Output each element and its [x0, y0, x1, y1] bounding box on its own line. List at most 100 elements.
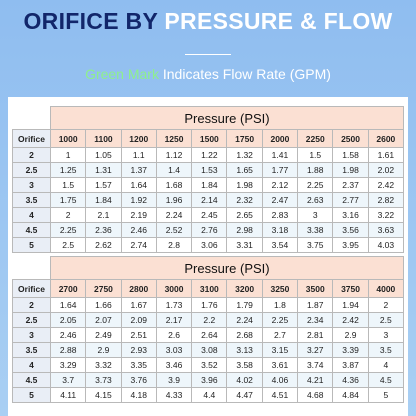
blank-cell: [12, 256, 51, 280]
pressure-header: 1250: [155, 129, 193, 148]
flow-rate: 2: [49, 207, 87, 223]
orifice-size: 3.5: [12, 192, 51, 208]
flow-rate: 2.8: [155, 237, 193, 253]
flow-rate: 4.03: [367, 237, 405, 253]
column-header-row: Orifice 2700 2750 2800 3000 3100 3200 3250 3500 3…: [12, 279, 405, 298]
flow-rate: 2.64: [191, 327, 228, 343]
data-row: 3 2.46 2.49 2.51 2.6 2.64 2.68 2.7 2.81 2.9 3: [12, 327, 405, 343]
caption-row: Pressure (PSI): [12, 256, 404, 280]
flow-rate: 1.79: [226, 297, 263, 313]
flow-rate: 2.47: [261, 192, 299, 208]
flow-rate: 3.52: [191, 357, 228, 373]
flow-rate: 1.84: [85, 192, 122, 208]
flow-rate: 2.88: [49, 342, 87, 358]
pressure-header: 2600: [367, 129, 405, 148]
flow-rate: 2.37: [332, 177, 369, 193]
flow-rate: 3.56: [332, 222, 369, 238]
flow-rate: 4.06: [261, 372, 299, 388]
flow-rate: 1.88: [297, 162, 334, 178]
pressure-header: 3200: [226, 279, 263, 298]
flow-rate: 3.06: [191, 237, 228, 253]
flow-rate: 3.75: [297, 237, 334, 253]
flow-rate: 3.63: [367, 222, 405, 238]
flow-rate: 1.92: [120, 192, 157, 208]
flow-rate: 1.4: [155, 162, 193, 178]
flow-rate: 3.16: [332, 207, 369, 223]
flow-rate: 3.39: [332, 342, 369, 358]
flow-rate: 3.46: [155, 357, 193, 373]
flow-rate: 2.52: [155, 222, 193, 238]
flow-rate: 2.09: [120, 312, 157, 328]
flow-rate: 1.53: [191, 162, 228, 178]
flow-rate: 1.22: [191, 147, 228, 163]
flow-rate: 2.24: [155, 207, 193, 223]
flow-rate: 3.5: [367, 342, 405, 358]
flow-rate: 1.66: [85, 297, 122, 313]
flow-rate: 2.81: [297, 327, 334, 343]
flow-rate: 2.12: [261, 177, 299, 193]
flow-rate: 1.57: [85, 177, 122, 193]
flow-rate: 2.25: [261, 312, 299, 328]
pressure-header: 1000: [49, 129, 87, 148]
flow-rate: 4: [367, 357, 405, 373]
flow-rate: 1: [49, 147, 87, 163]
flow-rate: 3.9: [155, 372, 193, 388]
flow-rate: 2.24: [226, 312, 263, 328]
flow-rate: 4.18: [120, 387, 157, 403]
flow-rate: 3.27: [297, 342, 334, 358]
flow-rate: 2.1: [85, 207, 122, 223]
flow-rate: 3.32: [85, 357, 122, 373]
flow-rate: 2.6: [155, 327, 193, 343]
flow-rate: 3.73: [85, 372, 122, 388]
flow-rate: 1.67: [120, 297, 157, 313]
flow-rate: 1.64: [49, 297, 87, 313]
flow-rate: 3.29: [49, 357, 87, 373]
flow-rate: 1.87: [297, 297, 334, 313]
title-light: PRESSURE & FLOW: [164, 8, 393, 34]
flow-rate: 1.98: [332, 162, 369, 178]
flow-rate: 4.84: [332, 387, 369, 403]
orifice-size: 2.5: [12, 162, 51, 178]
flow-rate: 1.73: [155, 297, 193, 313]
flow-rate: 1.58: [332, 147, 369, 163]
orifice-size: 5: [12, 237, 51, 253]
orifice-size: 2: [12, 297, 51, 313]
divider: [185, 54, 231, 55]
row-header-label: Orifice: [12, 279, 51, 298]
flow-rate: 4.15: [85, 387, 122, 403]
table-caption: Pressure (PSI): [50, 256, 404, 280]
flow-rate: 1.31: [85, 162, 122, 178]
table-caption: Pressure (PSI): [50, 106, 404, 130]
title: ORIFICE BY PRESSURE & FLOW: [0, 8, 416, 35]
pressure-header: 3250: [261, 279, 299, 298]
flow-rate: 2.2: [191, 312, 228, 328]
flow-rate: 2.02: [367, 162, 405, 178]
flow-rate: 3.31: [226, 237, 263, 253]
flow-rate: 1.32: [226, 147, 263, 163]
subtitle-green: Green Mark: [85, 66, 159, 82]
data-row: 3 1.5 1.57 1.64 1.68 1.84 1.98 2.12 2.25 2.37 2.42: [12, 177, 405, 193]
pressure-header: 2250: [297, 129, 334, 148]
pressure-header: 1100: [85, 129, 122, 148]
flow-rate: 3.58: [226, 357, 263, 373]
flow-rate: 3.35: [120, 357, 157, 373]
flow-rate: 4.47: [226, 387, 263, 403]
flow-rate: 2.68: [226, 327, 263, 343]
flow-rate: 1.61: [367, 147, 405, 163]
flow-rate: 1.65: [226, 162, 263, 178]
pressure-header: 4000: [367, 279, 405, 298]
pressure-header: 2700: [49, 279, 87, 298]
flow-rate: 1.77: [261, 162, 299, 178]
table-panel: Pressure (PSI) Orifice 1000 1100 1200 1250 150…: [8, 97, 408, 416]
flow-rate: 4.5: [367, 372, 405, 388]
flow-rate: 1.98: [226, 177, 263, 193]
pressure-table: Pressure (PSI) Orifice 2700 2750 2800 3000 310…: [12, 256, 405, 403]
data-row: 2.5 2.05 2.07 2.09 2.17 2.2 2.24 2.25 2.34 2.42 2.…: [12, 312, 405, 328]
flow-rate: 2.42: [332, 312, 369, 328]
orifice-size: 2.5: [12, 312, 51, 328]
flow-rate: 3.38: [297, 222, 334, 238]
flow-rate: 3.61: [261, 357, 299, 373]
orifice-size: 3: [12, 327, 51, 343]
flow-rate: 1.68: [155, 177, 193, 193]
flow-rate: 2.82: [367, 192, 405, 208]
